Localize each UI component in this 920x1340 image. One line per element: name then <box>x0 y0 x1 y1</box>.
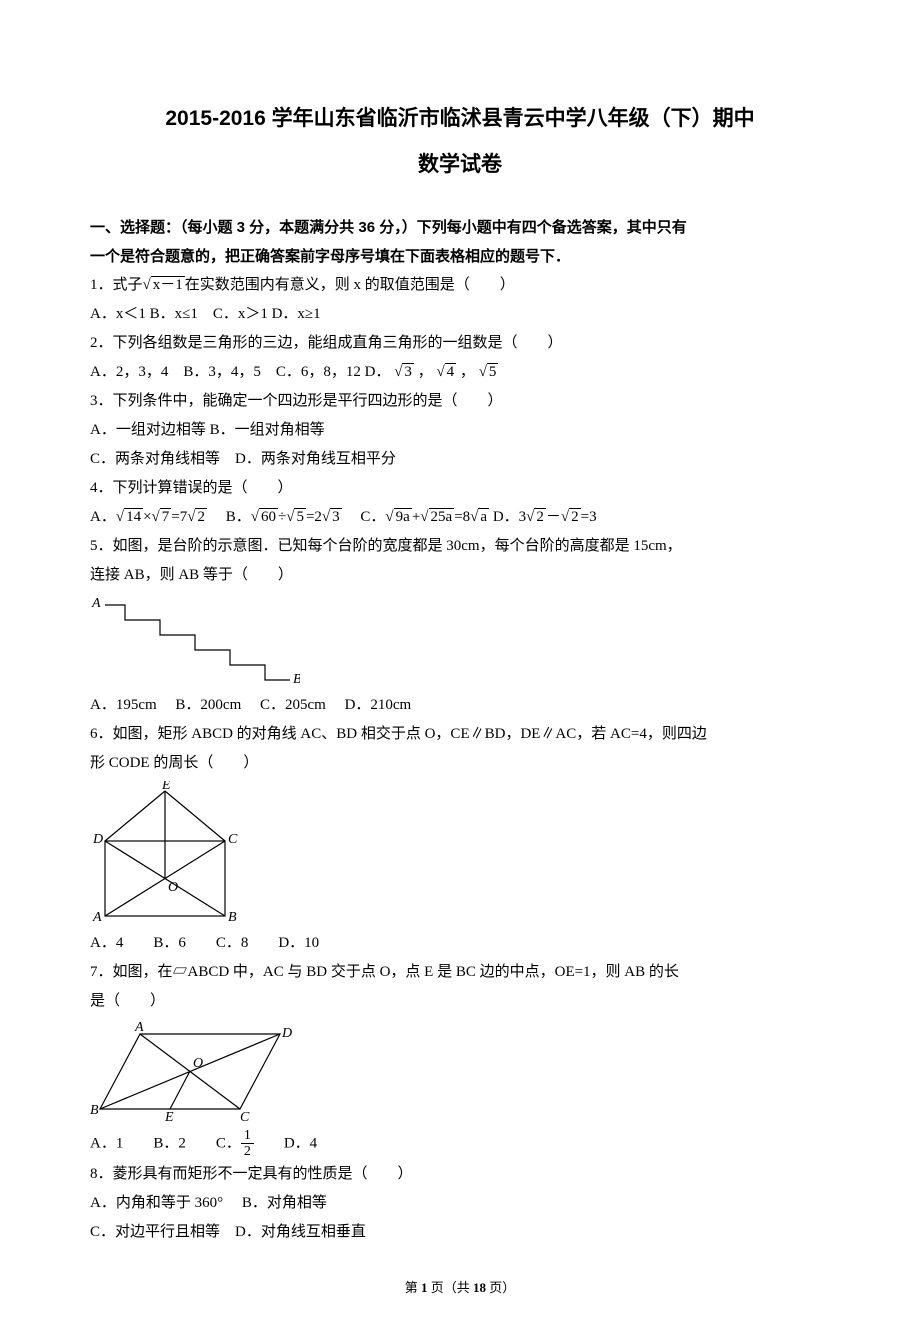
q5-stem-b: 连接 AB，则 AB 等于（ ） <box>90 562 830 589</box>
q7-stem-b: 是（ ） <box>90 988 830 1015</box>
q8-stem: 8．菱形具有而矩形不一定具有的性质是（ ） <box>90 1161 830 1188</box>
q7-choices: A．1 B．2 C．12 D．4 <box>90 1128 830 1160</box>
svg-text:O: O <box>193 1056 203 1071</box>
q6-figure: A B C D E O <box>90 781 830 926</box>
q7-stem-a: 7．如图，在▱ABCD 中，AC 与 BD 交于点 O，点 E 是 BC 边的中… <box>90 959 830 986</box>
q3-line2: C．两条对角线相等 D．两条对角线互相平分 <box>90 446 830 473</box>
svg-text:B: B <box>228 910 237 925</box>
section-header-b: 一个是符合题意的，把正确答案前字母序号填在下面表格相应的题号下． <box>90 243 830 270</box>
title-line2: 数学试卷 <box>90 146 830 184</box>
section-header-a: 一、选择题：（每小题 3 分，本题满分共 36 分，）下列每小题中有四个备选答案… <box>90 214 830 241</box>
q4-choices: A．√14×√7=7√2 B．√60÷√5=2√3 C．√9a+√25a=8√a… <box>90 504 830 531</box>
q2-choices: A．2，3，4 B．3，4，5 C．6，8，12 D． √3 ， √4 ， √5 <box>90 359 830 386</box>
q8-line2: C．对边平行且相等 D．对角线互相垂直 <box>90 1219 830 1246</box>
svg-text:B: B <box>90 1103 99 1118</box>
svg-text:C: C <box>240 1110 250 1124</box>
q2-stem: 2．下列各组数是三角形的三边，能组成直角三角形的一组数是（ ） <box>90 330 830 357</box>
q5-figure: A B <box>90 593 830 688</box>
svg-text:A: A <box>92 910 102 925</box>
q6-choices: A．4 B．6 C．8 D．10 <box>90 930 830 957</box>
q1-choices: A．x＜1 B．x≤1 C．x＞1 D．x≥1 <box>90 301 830 328</box>
q6-stem-a: 6．如图，矩形 ABCD 的对角线 AC、BD 相交于点 O，CE∥BD，DE∥… <box>90 721 830 748</box>
q1-stem-a: 1．式子 <box>90 277 143 293</box>
q1-radical: √x－1 <box>143 272 185 299</box>
q8-line1: A．内角和等于 360° B．对角相等 <box>90 1190 830 1217</box>
q6-stem-b: 形 CODE 的周长（ ） <box>90 750 830 777</box>
svg-text:E: E <box>161 781 171 793</box>
svg-text:A: A <box>91 596 101 611</box>
q5-stem-a: 5．如图，是台阶的示意图．已知每个台阶的宽度都是 30cm，每个台阶的高度都是 … <box>90 533 830 560</box>
q7-fraction: 12 <box>241 1128 254 1160</box>
svg-text:B: B <box>293 672 300 687</box>
q7-figure: A D B C E O <box>90 1019 830 1124</box>
q1: 1．式子√x－1在实数范围内有意义，则 x 的取值范围是（ ） <box>90 272 830 299</box>
q5-choices: A．195cm B．200cm C．205cm D．210cm <box>90 692 830 719</box>
svg-text:A: A <box>134 1020 144 1035</box>
title-line1: 2015-2016 学年山东省临沂市临沭县青云中学八年级（下）期中 <box>90 100 830 138</box>
svg-text:O: O <box>168 880 178 895</box>
q1-stem-b: 在实数范围内有意义，则 x 的取值范围是（ ） <box>185 277 515 293</box>
q3-line1: A．一组对边相等 B．一组对角相等 <box>90 417 830 444</box>
page-footer: 第 1 页（共 18 页） <box>90 1276 830 1299</box>
svg-text:E: E <box>164 1110 174 1124</box>
q3-stem: 3．下列条件中，能确定一个四边形是平行四边形的是（ ） <box>90 388 830 415</box>
svg-text:D: D <box>92 832 103 847</box>
svg-text:C: C <box>228 832 238 847</box>
q4-stem: 4．下列计算错误的是（ ） <box>90 475 830 502</box>
svg-text:D: D <box>281 1026 292 1041</box>
